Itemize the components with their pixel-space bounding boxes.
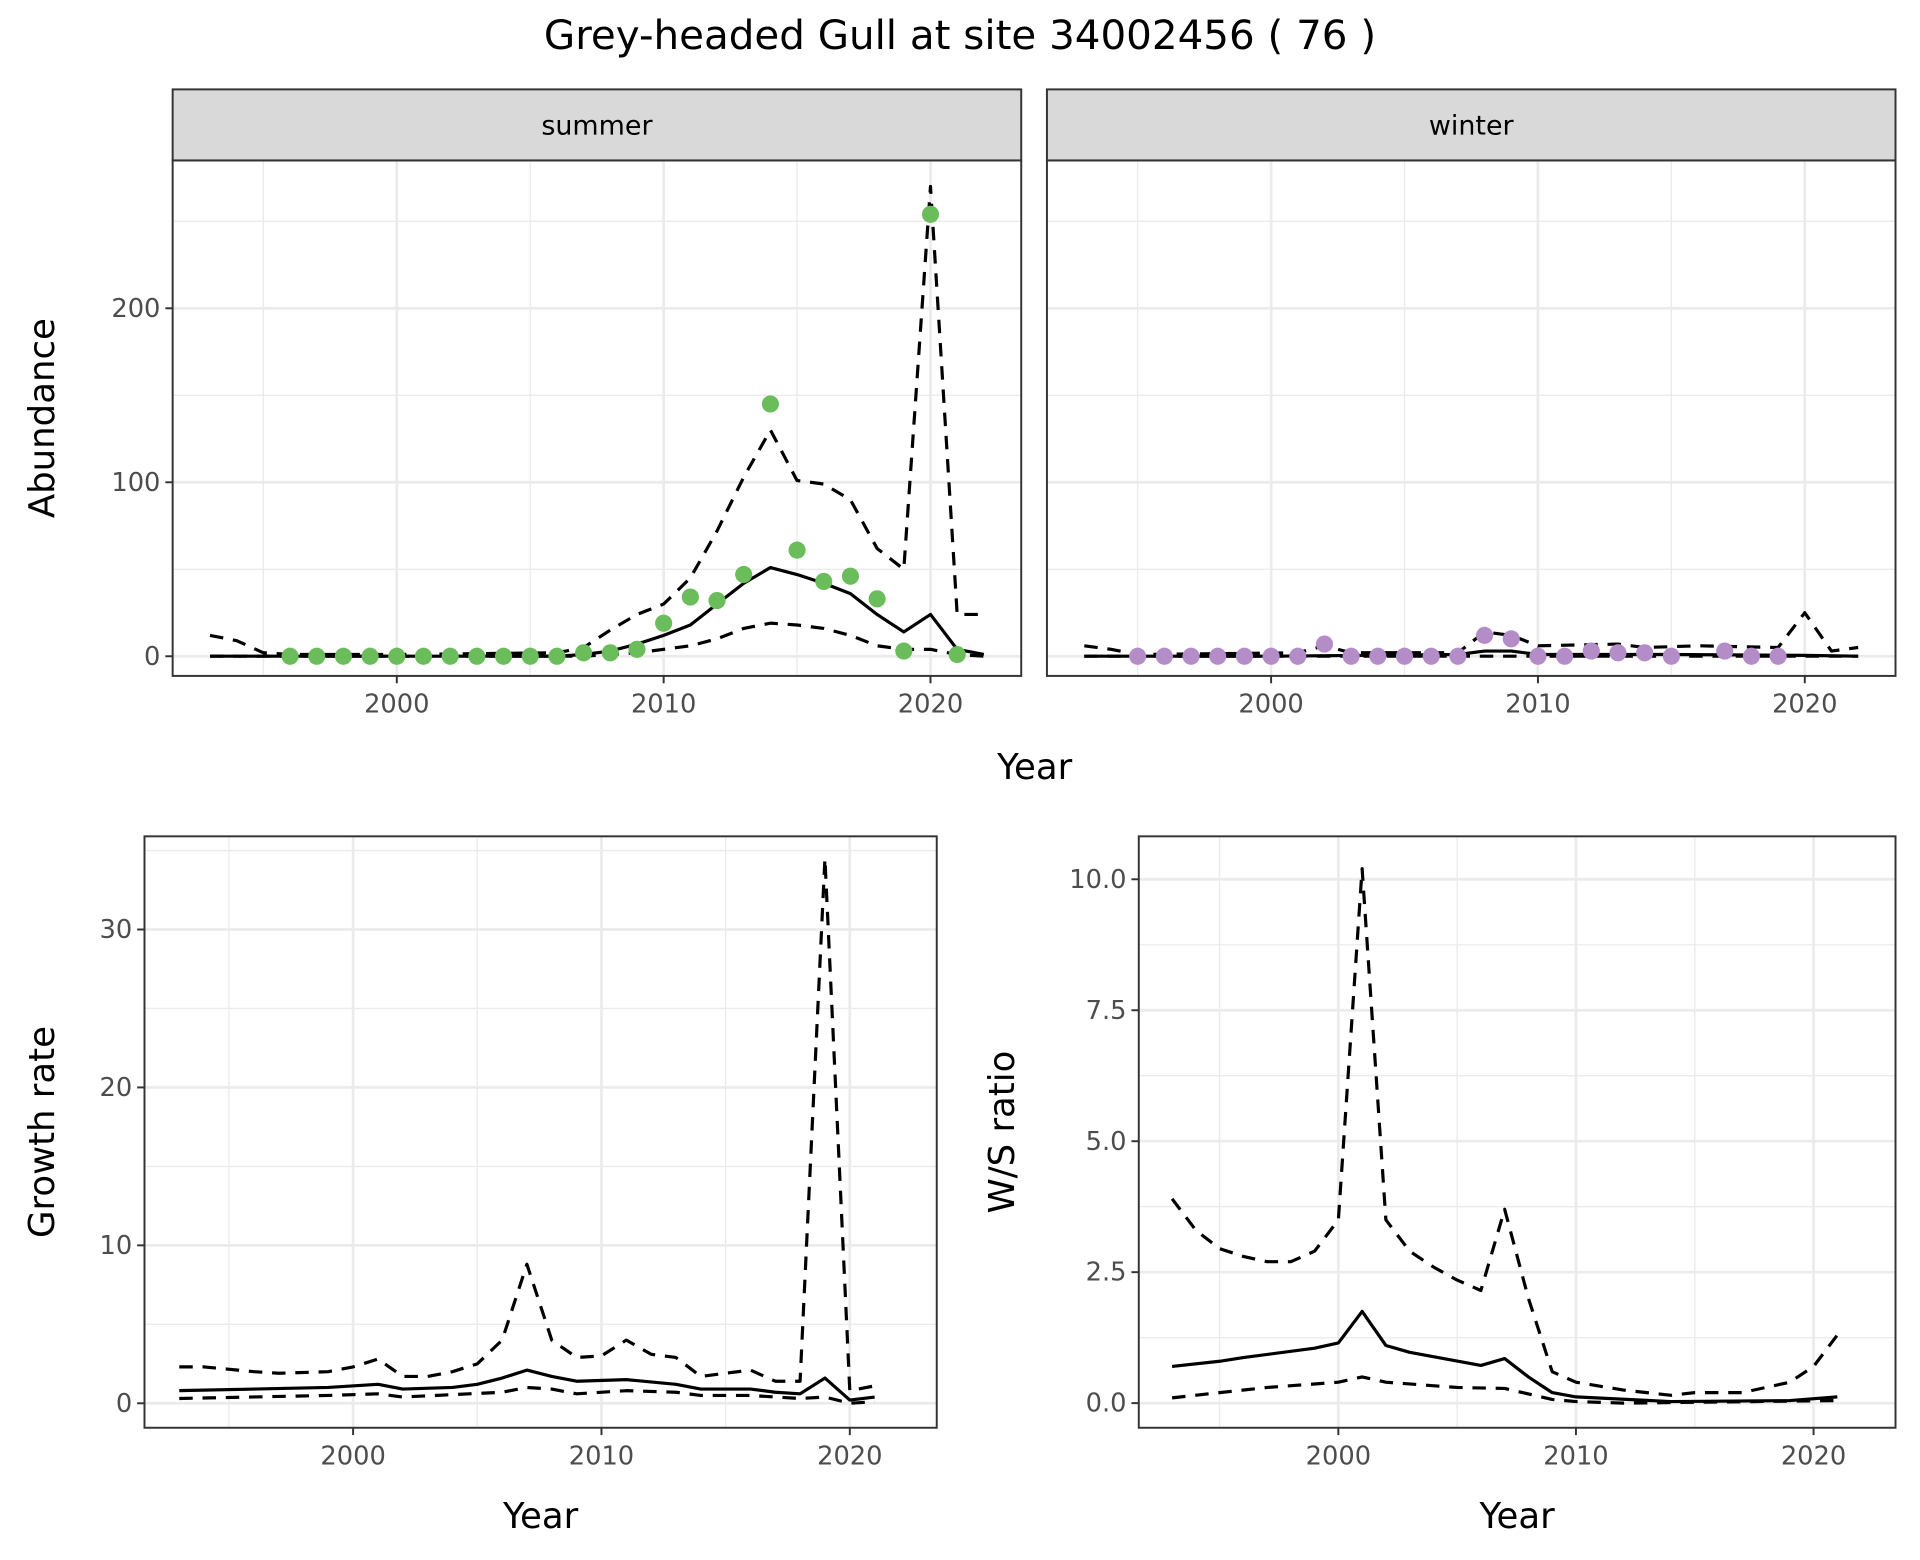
data-point — [575, 644, 593, 662]
panel-growth: 2000 2010 2020 0 10 20 30 Growth rate Year — [22, 835, 938, 1537]
x-tick-label: 2000 — [320, 1441, 385, 1471]
chart-title: Grey-headed Gull at site 34002456 ( 76 ) — [544, 11, 1376, 59]
data-point — [921, 205, 940, 223]
data-point — [601, 644, 619, 662]
x-tick-label: 2020 — [898, 690, 963, 720]
data-point — [1262, 647, 1280, 665]
data-point — [681, 588, 699, 606]
facet-strip-label: winter — [1429, 111, 1515, 142]
y-axis-title: W/S ratio — [982, 1051, 1023, 1214]
data-point — [895, 642, 913, 660]
data-point — [1769, 647, 1787, 665]
data-point — [735, 565, 753, 584]
facet-strip-label: summer — [541, 111, 653, 142]
data-point — [1502, 630, 1520, 648]
data-point — [841, 567, 860, 585]
data-point — [628, 640, 646, 658]
x-tick-label: 2010 — [1543, 1441, 1608, 1471]
data-point — [1609, 644, 1627, 662]
data-point — [948, 645, 966, 664]
series-line-upper — [209, 184, 984, 657]
panel-border — [143, 835, 938, 1429]
x-tick-label: 2010 — [631, 690, 696, 720]
data-point — [655, 614, 673, 632]
data-point — [815, 572, 833, 591]
y-tick-label: 0.0 — [1086, 1389, 1127, 1419]
y-tick-label: 200 — [111, 294, 160, 324]
data-point — [1582, 642, 1600, 660]
data-point — [414, 647, 433, 665]
x-tick-label: 2010 — [569, 1441, 634, 1471]
series-line-estimate — [1171, 1309, 1838, 1404]
data-point — [1182, 647, 1200, 665]
panel-winter: winter 2000 2010 2020 — [1045, 88, 1897, 720]
data-point — [1315, 635, 1334, 653]
data-point — [761, 395, 779, 413]
y-tick-label: 100 — [111, 468, 160, 498]
panel-border — [1137, 835, 1897, 1429]
panel-summer: summer 2000 2010 2020 0 100 200 Abundance Year — [22, 88, 1073, 788]
data-point — [308, 647, 326, 665]
data-point — [1662, 647, 1680, 665]
x-axis-title: Year — [502, 1496, 579, 1537]
data-point — [708, 592, 726, 610]
data-point — [494, 647, 513, 665]
x-axis-title: Year — [996, 747, 1073, 788]
panel-ratio: 2000 2010 2020 0.0 2.5 5.0 7.5 10.0 W/S ratio Yea… — [982, 835, 1897, 1537]
y-tick-label: 5.0 — [1086, 1127, 1127, 1157]
data-point — [548, 647, 566, 665]
series-line-lower — [179, 1385, 875, 1405]
data-point — [1209, 647, 1227, 665]
facet-strip — [1045, 88, 1897, 162]
x-tick-label: 2010 — [1505, 690, 1570, 720]
series-line-upper — [1170, 867, 1839, 1397]
x-tick-label: 2000 — [1306, 1441, 1371, 1471]
data-point — [1369, 647, 1387, 665]
data-point — [868, 590, 886, 608]
data-point — [521, 647, 539, 665]
data-point — [441, 647, 459, 665]
x-axis-title: Year — [1479, 1496, 1556, 1537]
y-tick-label: 7.5 — [1086, 996, 1127, 1026]
x-tick-label: 2000 — [1238, 690, 1303, 720]
data-point — [1475, 626, 1494, 644]
x-tick-label: 2020 — [817, 1441, 882, 1471]
data-point — [388, 647, 406, 665]
data-point — [334, 647, 353, 665]
data-point — [281, 647, 299, 665]
data-point — [1129, 647, 1147, 665]
data-point — [1155, 647, 1173, 665]
y-tick-label: 20 — [100, 1073, 133, 1103]
data-point — [1529, 647, 1547, 665]
data-point — [361, 647, 379, 665]
y-tick-label: 0 — [144, 642, 160, 672]
y-axis-title: Abundance — [22, 318, 63, 518]
data-point — [1422, 647, 1440, 665]
data-point — [1395, 647, 1414, 665]
data-point — [1742, 647, 1760, 665]
data-point — [1556, 647, 1574, 665]
data-point — [788, 541, 806, 559]
data-point — [468, 647, 486, 665]
y-axis-title: Growth rate — [22, 1026, 63, 1238]
y-tick-label: 10 — [100, 1231, 133, 1261]
y-tick-label: 30 — [100, 915, 133, 945]
series-line-estimate — [179, 1368, 875, 1402]
x-tick-label: 2000 — [364, 690, 429, 720]
x-tick-label: 2020 — [1772, 690, 1837, 720]
y-tick-label: 2.5 — [1086, 1258, 1127, 1288]
data-point — [1289, 647, 1307, 665]
facet-strip — [171, 88, 1023, 162]
series-line-upper — [179, 856, 875, 1393]
data-point — [1235, 647, 1253, 665]
data-point — [1342, 647, 1360, 665]
data-point — [1449, 647, 1467, 665]
data-point — [1636, 644, 1654, 662]
x-tick-label: 2020 — [1781, 1441, 1846, 1471]
y-tick-label: 0 — [116, 1389, 132, 1419]
data-point — [1716, 642, 1734, 660]
y-tick-label: 10.0 — [1069, 865, 1126, 895]
